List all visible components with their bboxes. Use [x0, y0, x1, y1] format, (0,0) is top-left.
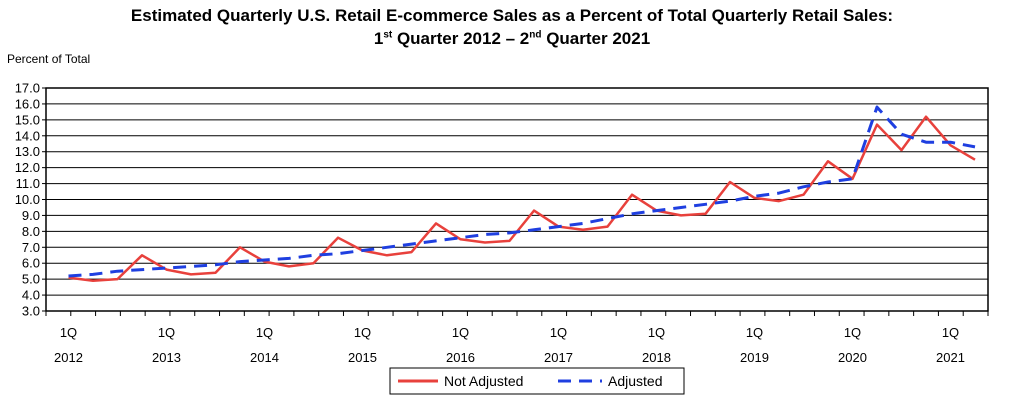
title-part: Quarter 2012 – 2 [392, 29, 530, 48]
x-tick-label-year: 2014 [250, 350, 279, 365]
y-tick-label: 6.0 [22, 256, 40, 271]
y-tick-label: 5.0 [22, 272, 40, 287]
y-tick-label: 9.0 [22, 208, 40, 223]
legend-box [389, 367, 685, 395]
y-tick-label: 7.0 [22, 240, 40, 255]
x-tick-label-year: 2013 [152, 350, 181, 365]
x-tick-label-year: 2017 [544, 350, 573, 365]
x-tick-label-quarter: 1Q [354, 325, 371, 340]
x-tick-label-quarter: 1Q [452, 325, 469, 340]
title-superscript: nd [529, 29, 542, 41]
y-tick-label: 15.0 [15, 112, 40, 127]
series-line-not-adjusted [68, 115, 976, 282]
chart-title-line-2: 1st Quarter 2012 – 2nd Quarter 2021 [0, 29, 1024, 49]
title-part: 1 [373, 29, 384, 48]
x-tick-label-year: 2015 [348, 350, 377, 365]
y-tick-label: 8.0 [22, 224, 40, 239]
x-tick-label-year: 2018 [642, 350, 671, 365]
y-tick-label: 3.0 [22, 304, 40, 319]
x-tick-label-quarter: 1Q [746, 325, 763, 340]
x-tick-label-quarter: 1Q [256, 325, 273, 340]
y-tick-label: 13.0 [15, 144, 40, 159]
x-tick-label-year: 2012 [54, 350, 83, 365]
legend-label: Not Adjusted [444, 373, 523, 389]
x-tick-label-year: 2021 [936, 350, 965, 365]
x-tick-label-quarter: 1Q [844, 325, 861, 340]
x-tick-label-quarter: 1Q [60, 325, 77, 340]
y-tick-label: 12.0 [15, 160, 40, 175]
y-tick-label: 17.0 [15, 81, 40, 96]
y-tick-label: 16.0 [15, 96, 40, 111]
x-tick-label-year: 2020 [838, 350, 867, 365]
chart-title-line-1: Estimated Quarterly U.S. Retail E-commer… [130, 6, 894, 25]
y-tick-label: 4.0 [22, 288, 40, 303]
title-superscript: st [383, 29, 393, 41]
title-part: Quarter 2021 [541, 29, 651, 48]
y-tick-label: 14.0 [15, 128, 40, 143]
x-tick-label-quarter: 1Q [648, 325, 665, 340]
y-axis-label: Percent of Total [7, 52, 91, 66]
x-tick-label-quarter: 1Q [942, 325, 959, 340]
y-tick-label: 10.0 [15, 192, 40, 207]
x-tick-label-year: 2019 [740, 350, 769, 365]
x-tick-label-quarter: 1Q [158, 325, 175, 340]
x-tick-label-quarter: 1Q [550, 325, 567, 340]
x-tick-label-year: 2016 [446, 350, 475, 365]
legend-label: Adjusted [608, 373, 662, 389]
y-tick-label: 11.0 [16, 176, 40, 191]
series-line-adjusted [68, 105, 976, 278]
